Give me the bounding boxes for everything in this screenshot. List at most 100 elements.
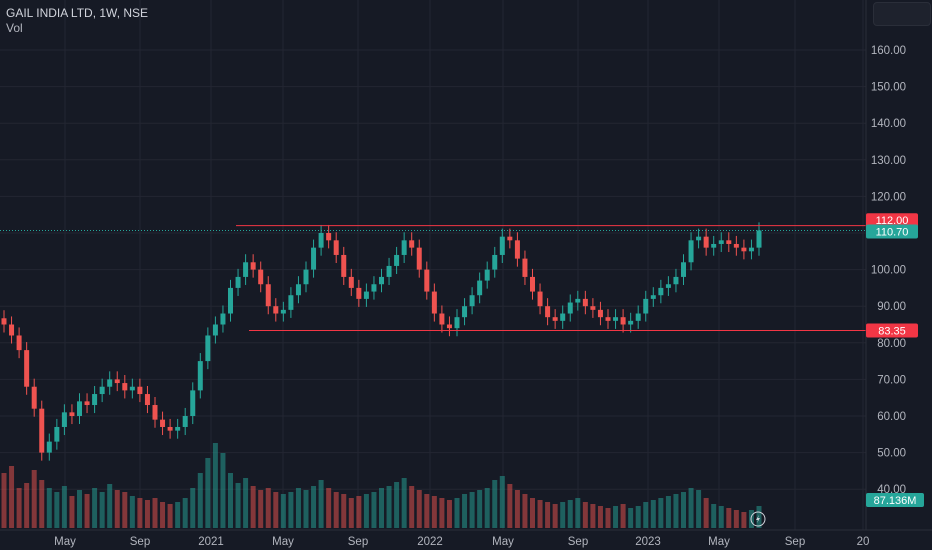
candle	[303, 269, 309, 285]
volume-bar	[61, 486, 67, 528]
time-tick-label: May	[708, 536, 730, 548]
volume-bar	[258, 490, 264, 528]
volume-bar	[718, 506, 724, 528]
volume-bar	[303, 490, 309, 528]
volume-bar	[530, 498, 535, 528]
volume-bar	[431, 496, 437, 528]
volume-bar	[152, 498, 158, 528]
candle	[160, 419, 166, 427]
candle	[99, 386, 105, 395]
candle	[114, 379, 120, 384]
volume-bar	[696, 490, 702, 528]
volume-bar	[129, 496, 135, 528]
volume-bar	[107, 484, 113, 528]
volume-bar	[703, 498, 709, 528]
price-tick-label: 140.00	[871, 118, 906, 130]
volume-bar	[348, 498, 354, 528]
candle	[16, 335, 22, 351]
time-tick-label: May	[272, 536, 294, 548]
candle	[605, 317, 611, 321]
candle	[507, 236, 513, 241]
candle	[235, 276, 241, 288]
candle	[212, 324, 218, 336]
candle	[356, 287, 362, 299]
candle	[635, 313, 641, 321]
volume-bar	[77, 490, 82, 528]
volume-bar	[295, 488, 301, 528]
price-tick-label: 70.00	[877, 374, 906, 386]
candle	[703, 236, 709, 248]
volume-bar	[137, 498, 143, 528]
candle	[333, 240, 339, 255]
candle	[152, 405, 158, 420]
candle	[575, 298, 581, 303]
volume-bar	[499, 476, 505, 528]
candle	[31, 386, 37, 409]
candle	[84, 401, 90, 406]
volume-bar	[69, 496, 75, 528]
volume-bar	[379, 488, 384, 528]
lightning-icon[interactable]	[750, 511, 766, 527]
volume-bar	[469, 492, 475, 528]
volume-bar	[243, 478, 249, 528]
volume-bar	[122, 492, 128, 528]
chart-settings-button[interactable]	[873, 2, 931, 26]
volume-bar	[733, 510, 739, 528]
candle	[54, 426, 60, 442]
volume-bar	[650, 500, 656, 528]
candle	[741, 247, 747, 252]
candle	[386, 265, 392, 277]
candle	[567, 302, 573, 314]
candle	[492, 254, 498, 270]
volume-bar	[756, 506, 762, 528]
candle	[250, 262, 256, 270]
volume-indicator-label: Vol	[6, 21, 23, 35]
candle	[718, 240, 724, 244]
candle	[9, 324, 15, 336]
time-axis[interactable]: May Sep 2021 May Sep 2022 May Sep 2023 May Sep 20	[54, 536, 869, 548]
candle	[462, 306, 468, 318]
price-tick-label: 60.00	[877, 411, 906, 423]
price-axis[interactable]: 40.0050.0060.0070.0080.0090.00100.00110.…	[871, 45, 906, 496]
candle	[243, 262, 249, 277]
candle	[552, 317, 558, 321]
time-tick-label: May	[492, 536, 514, 548]
candle	[590, 306, 596, 310]
candles	[1, 222, 762, 461]
volume-bar	[341, 494, 347, 528]
volume-bar	[726, 508, 732, 528]
volume-bar	[114, 490, 120, 528]
candle	[597, 309, 603, 318]
candle	[537, 291, 543, 307]
candle	[1, 318, 7, 325]
volume-bar	[265, 488, 271, 528]
volume-bar	[1, 473, 7, 528]
volume-bar	[182, 498, 188, 528]
candle	[688, 240, 694, 263]
volume-bar	[545, 502, 551, 528]
volume-bar	[613, 506, 619, 528]
support-badge-label: 83.35	[878, 326, 906, 338]
volume-bar	[514, 490, 520, 528]
volume-bar	[363, 494, 369, 528]
volume-bar	[552, 504, 558, 528]
volume-bar	[160, 502, 166, 528]
candle	[318, 233, 324, 248]
candle	[280, 309, 286, 314]
candle	[273, 306, 279, 314]
candle	[681, 262, 686, 277]
candle	[711, 243, 717, 248]
candle	[228, 287, 233, 314]
time-tick-label: 2022	[417, 536, 443, 548]
candle	[643, 298, 649, 314]
candle	[167, 426, 173, 431]
volume-bar	[205, 458, 211, 528]
volume-bar	[228, 473, 233, 528]
candle	[24, 350, 30, 387]
candle	[620, 317, 626, 325]
volume-bar	[220, 453, 226, 528]
candle	[265, 284, 271, 307]
time-tick-label: 2021	[198, 536, 224, 548]
